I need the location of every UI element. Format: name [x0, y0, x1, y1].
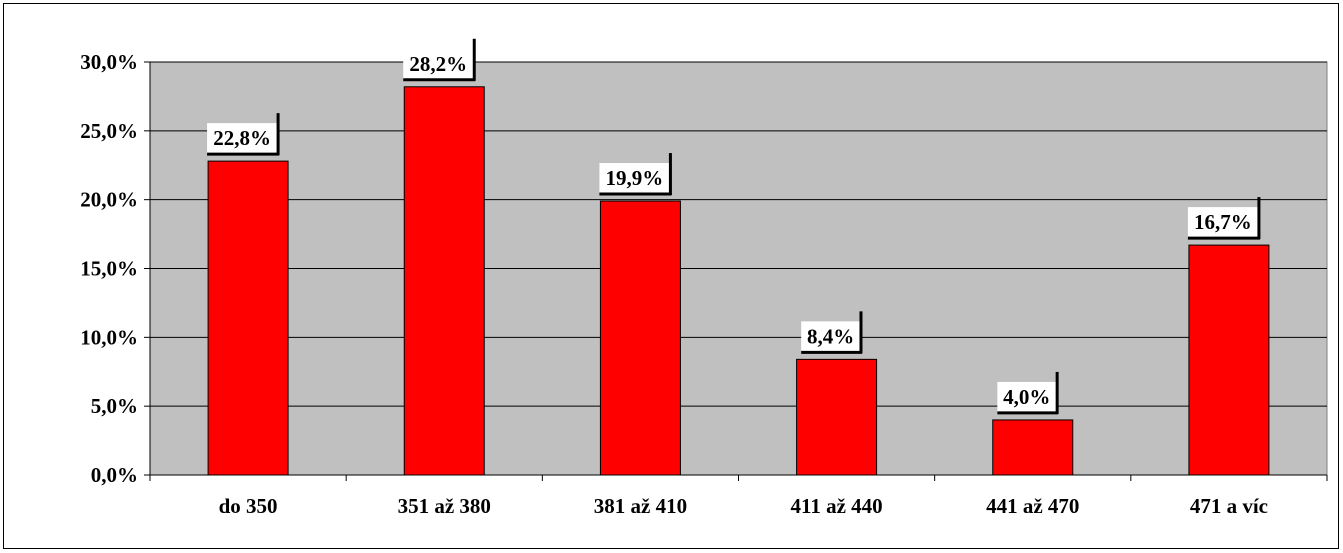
bar-3: [796, 358, 878, 476]
bar-4: [992, 419, 1074, 476]
y-tick-label-0: 0,0%: [91, 463, 138, 487]
data-label-box-3: [801, 321, 860, 352]
x-tick-label-1: 351 až 380: [398, 494, 491, 518]
data-label-5: 16,7%: [1194, 210, 1252, 234]
data-label-box-2: [599, 163, 670, 194]
bar-0: [207, 160, 289, 476]
y-tick-label-2: 10,0%: [80, 325, 138, 349]
y-tick-label-5: 25,0%: [80, 119, 138, 143]
y-tick-label-6: 30,0%: [80, 50, 138, 74]
y-tick-label-3: 15,0%: [80, 257, 138, 281]
bar-1: [403, 86, 485, 476]
data-label-4: 4,0%: [1003, 385, 1050, 409]
x-tick-label-2: 381 až 410: [594, 494, 687, 518]
data-label-0: 22,8%: [213, 126, 271, 150]
data-label-box-1: [403, 48, 474, 79]
bar-2: [599, 200, 681, 476]
data-label-box-0: [207, 123, 278, 154]
x-tick-label-0: do 350: [219, 494, 278, 518]
y-tick-label-4: 20,0%: [80, 188, 138, 212]
y-tick-label-1: 5,0%: [91, 394, 138, 418]
data-label-box-4: [997, 381, 1057, 412]
data-label-2: 19,9%: [606, 166, 664, 190]
x-tick-label-3: 411 až 440: [790, 494, 882, 518]
bar-5: [1188, 244, 1270, 476]
data-label-1: 28,2%: [409, 52, 467, 76]
x-tick-label-4: 441 až 470: [986, 494, 1079, 518]
x-tick-label-5: 471 a víc: [1190, 494, 1268, 518]
data-label-3: 8,4%: [807, 324, 854, 348]
data-label-box-5: [1187, 207, 1258, 238]
